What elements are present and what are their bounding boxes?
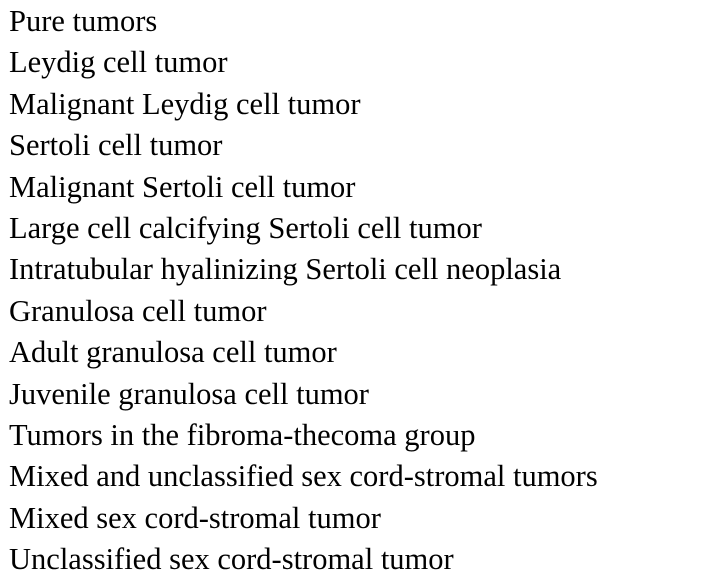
text-line: Leydig cell tumor [9, 45, 228, 80]
text-line: Malignant Leydig cell tumor [9, 86, 361, 121]
document-text-list: Pure tumors Leydig cell tumor Malignant … [9, 1, 704, 580]
text-line: Sertoli cell tumor [9, 128, 223, 163]
text-line: Intratubular hyalinizing Sertoli cell ne… [9, 252, 562, 287]
text-line: Adult granulosa cell tumor [9, 335, 337, 370]
text-line: Mixed and unclassified sex cord-stromal … [9, 459, 598, 494]
text-line: Unclassified sex cord-stromal tumor [9, 542, 454, 577]
text-line: Mixed sex cord-stromal tumor [9, 500, 381, 535]
text-line: Large cell calcifying Sertoli cell tumor [9, 210, 482, 245]
text-line: Granulosa cell tumor [9, 293, 267, 328]
text-line: Pure tumors [9, 4, 158, 38]
text-line: Tumors in the fibroma-thecoma group [9, 417, 476, 452]
text-line: Juvenile granulosa cell tumor [9, 376, 369, 411]
text-line: Malignant Sertoli cell tumor [9, 169, 356, 204]
